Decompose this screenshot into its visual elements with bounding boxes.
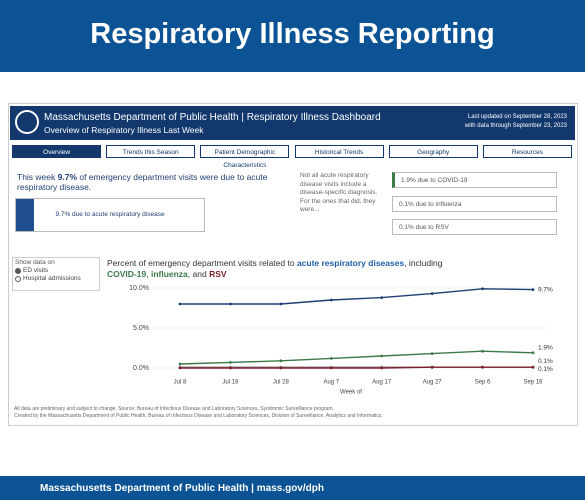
x-tick-label: Aug 7 xyxy=(323,380,339,386)
y-tick-label: 5.0% xyxy=(133,325,149,332)
series-line xyxy=(180,288,534,305)
title-banner xyxy=(0,0,585,72)
point xyxy=(279,302,283,306)
footer-bar xyxy=(0,476,585,500)
breakdown-box: 1.9% due to COVID-19 xyxy=(392,172,557,188)
summary-box xyxy=(15,198,205,232)
note: Not all acute respiratory disease visits… xyxy=(300,172,378,213)
breakdown-box: 0.1% due to RSV xyxy=(392,219,557,235)
x-tick-label: Jul 8 xyxy=(174,380,187,386)
point xyxy=(229,361,232,364)
end-label: 0.1% xyxy=(538,366,553,373)
end-label: 0.1% xyxy=(538,358,553,365)
header-title: Massachusetts Department of Public Healt… xyxy=(44,112,381,123)
text: 9.7% xyxy=(57,172,77,182)
point xyxy=(229,366,232,370)
text: acute respiratory diseases xyxy=(296,258,405,268)
x-tick-label: Sep 6 xyxy=(475,380,491,386)
text: of emergency department visits were due … xyxy=(17,172,268,192)
point xyxy=(229,302,232,306)
radio-label[interactable]: ED visits xyxy=(23,267,49,274)
point xyxy=(329,366,333,370)
point xyxy=(329,357,333,360)
y-tick-label: 10.0% xyxy=(129,285,149,292)
x-tick-label: Jul 28 xyxy=(273,380,290,386)
text: COVID-19 xyxy=(107,269,147,279)
logo xyxy=(15,110,39,134)
y-tick-label: 0.0% xyxy=(133,365,149,372)
series-line xyxy=(179,350,534,365)
point xyxy=(178,362,182,366)
tab[interactable]: Patient Demographic Characteristics xyxy=(200,145,290,169)
x-tick-label: Sep 16 xyxy=(523,380,543,386)
x-tick-label: Aug 17 xyxy=(372,380,392,386)
point xyxy=(380,366,384,370)
point xyxy=(178,366,182,370)
point xyxy=(380,354,384,358)
point xyxy=(279,359,283,363)
chart-title: Percent of emergency department visits r… xyxy=(107,258,467,280)
bar-label: 9.7% due to acute respiratory disease xyxy=(55,211,165,218)
series-line xyxy=(180,366,533,369)
summary-text: This week 9.7% of emergency department v… xyxy=(17,172,277,192)
end-label: 1.9% xyxy=(538,345,553,352)
tab[interactable]: Historical Trends xyxy=(294,145,384,158)
footer-text: Massachusetts Department of Public Healt… xyxy=(40,483,324,494)
point xyxy=(430,352,434,355)
point xyxy=(481,287,484,291)
tab[interactable]: Geography xyxy=(388,145,478,158)
header-subtitle: Overview of Respiratory Illness Last Wee… xyxy=(44,125,204,135)
radio[interactable] xyxy=(15,268,21,274)
point xyxy=(481,365,484,369)
updated: Last updated on September 28, 2023 xyxy=(467,114,567,120)
text: This week xyxy=(17,172,58,182)
text: influenza xyxy=(150,269,188,279)
text: , and xyxy=(187,269,210,279)
dashboard-header xyxy=(10,106,575,140)
point xyxy=(531,365,535,369)
radio-label[interactable]: Hospital admissions xyxy=(23,275,81,282)
footnote: Created by the Massachusetts Department … xyxy=(14,413,383,419)
radio[interactable] xyxy=(15,276,21,282)
tab[interactable]: Resources xyxy=(482,145,572,158)
tab[interactable]: Overview xyxy=(12,145,102,158)
x-tick-label: Aug 27 xyxy=(423,380,443,386)
text: , xyxy=(146,269,151,279)
line-chart: 0.0% 5.0% 10.0% Jul 8 Jul 18 Jul 28 Aug 7 Aug 1… xyxy=(129,285,553,396)
control-label: Show data on xyxy=(15,259,55,266)
point xyxy=(279,366,283,370)
point xyxy=(531,351,535,355)
x-axis-label: Week of xyxy=(340,390,362,396)
point xyxy=(329,298,333,302)
progress-bar xyxy=(16,199,35,231)
end-label: 9.7% xyxy=(538,286,553,293)
point xyxy=(481,349,484,353)
data-through: with data through September 23, 2023 xyxy=(464,123,567,129)
breakdown-box: 0.1% due to influenza xyxy=(392,195,557,212)
tab[interactable]: Trends this Season xyxy=(106,145,196,158)
text: , including xyxy=(404,258,443,268)
footnote: All data are preliminary and subject to … xyxy=(14,406,334,412)
point xyxy=(531,288,535,291)
x-tick-label: Jul 18 xyxy=(222,380,239,386)
control-box xyxy=(12,257,100,291)
text: RSV xyxy=(209,269,227,279)
slide-title: Respiratory Illness Reporting xyxy=(90,18,495,50)
point xyxy=(380,296,384,299)
point xyxy=(430,365,434,369)
point xyxy=(178,302,182,306)
point xyxy=(430,292,434,295)
dashboard-frame xyxy=(8,103,578,426)
text: Percent of emergency department visits r… xyxy=(107,258,297,268)
